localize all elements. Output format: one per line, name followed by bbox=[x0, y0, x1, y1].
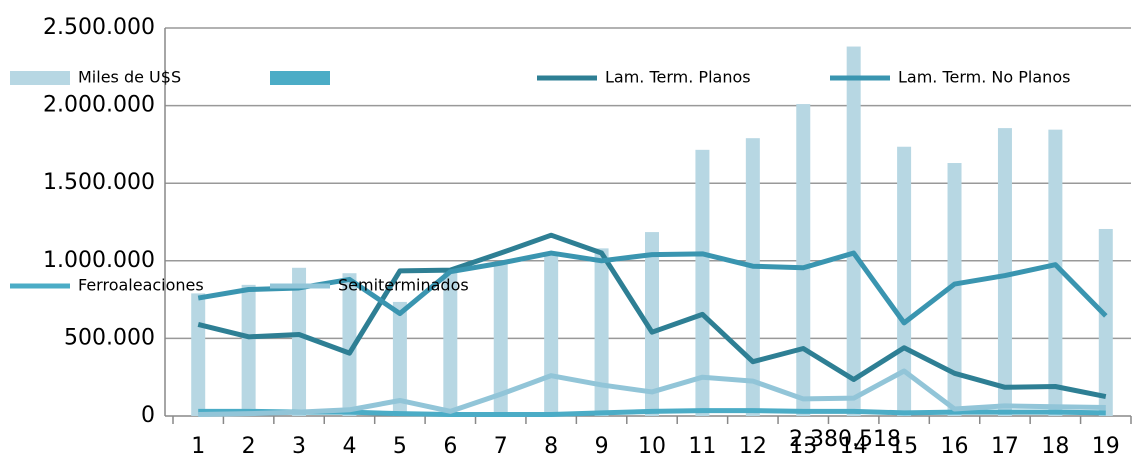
legend-label: Miles de U$S bbox=[78, 68, 181, 87]
x-tick-label: 16 bbox=[941, 434, 969, 459]
bar bbox=[846, 46, 861, 416]
x-tick-label: 13 bbox=[789, 434, 817, 459]
x-tick-label: 3 bbox=[292, 434, 306, 459]
legend-label: Semiterminados bbox=[338, 276, 469, 295]
line bbox=[197, 250, 1108, 326]
bar bbox=[1048, 129, 1063, 416]
x-tick-label: 4 bbox=[342, 434, 356, 459]
bar bbox=[645, 232, 659, 416]
data-label: 2.380.518 bbox=[789, 427, 901, 452]
bar bbox=[594, 248, 609, 416]
bar bbox=[695, 149, 710, 416]
y-tick-label: 0 bbox=[141, 403, 155, 428]
x-tick-label: 1 bbox=[191, 434, 205, 459]
y-tick-label: 2.000.000 bbox=[43, 93, 155, 118]
bar bbox=[392, 301, 407, 416]
legend-label: Lam. Term. No Planos bbox=[898, 68, 1070, 87]
legend-swatch bbox=[10, 71, 70, 85]
bar bbox=[342, 273, 357, 416]
line bbox=[197, 232, 1107, 400]
bar bbox=[292, 267, 307, 416]
legend-swatch bbox=[270, 71, 330, 85]
x-tick-label: 7 bbox=[494, 434, 508, 459]
bar bbox=[493, 263, 508, 416]
x-tick-label: 18 bbox=[1041, 434, 1069, 459]
legend-label: Lam. Term. Planos bbox=[605, 68, 751, 87]
bar bbox=[947, 163, 962, 416]
line bbox=[198, 368, 1106, 417]
y-tick-label: 2.500.000 bbox=[43, 15, 155, 40]
x-tick-label: 11 bbox=[688, 434, 716, 459]
bar bbox=[1098, 228, 1113, 416]
x-tick-label: 6 bbox=[443, 434, 457, 459]
legend-label: Ferroaleaciones bbox=[78, 276, 204, 295]
bar bbox=[241, 284, 256, 416]
bar bbox=[745, 138, 760, 416]
x-tick-label: 9 bbox=[595, 434, 609, 459]
x-tick-label: 15 bbox=[890, 434, 918, 459]
x-tick-label: 10 bbox=[638, 434, 666, 459]
y-tick-label: 500.000 bbox=[64, 325, 155, 350]
x-tick-label: 19 bbox=[1092, 434, 1120, 459]
bar bbox=[796, 104, 811, 416]
x-tick-label: 17 bbox=[991, 434, 1019, 459]
bar bbox=[443, 270, 458, 416]
bar bbox=[191, 293, 206, 416]
y-tick-label: 1.500.000 bbox=[43, 170, 155, 195]
y-tick-label: 1.000.000 bbox=[43, 248, 155, 273]
x-tick-label: 8 bbox=[544, 434, 558, 459]
x-tick-label: 14 bbox=[840, 434, 868, 459]
x-tick-label: 12 bbox=[739, 434, 767, 459]
x-tick-label: 5 bbox=[393, 434, 407, 459]
bar bbox=[544, 254, 559, 416]
x-tick-label: 2 bbox=[242, 434, 256, 459]
bar bbox=[997, 128, 1012, 416]
